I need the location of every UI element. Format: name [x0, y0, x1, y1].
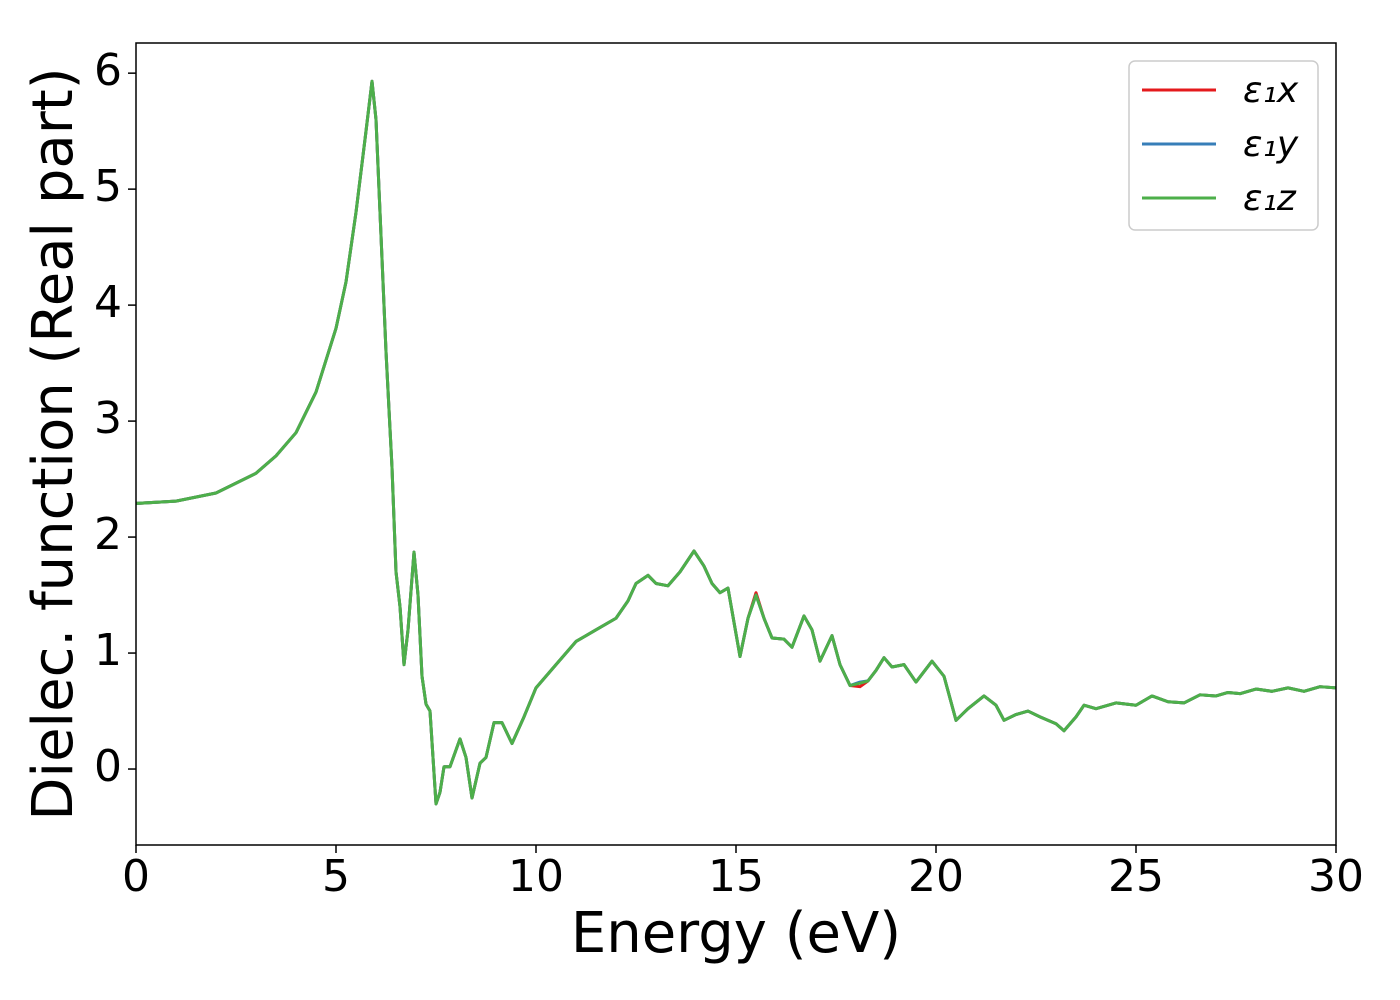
y-tick-label: 2 [94, 509, 122, 560]
plot-frame [135, 42, 1337, 846]
x-tick-label: 5 [322, 851, 350, 902]
series-line [136, 79, 1336, 806]
y-tick-label: 3 [94, 393, 122, 444]
legend-label: ε₁z [1243, 178, 1297, 219]
x-tick-label: 15 [708, 851, 764, 902]
legend-label: ε₁x [1243, 70, 1299, 111]
x-tick-label: 25 [1108, 851, 1164, 902]
y-tick-label: 6 [94, 45, 122, 96]
legend-label: ε₁y [1243, 124, 1299, 165]
y-tick-label: 4 [94, 277, 122, 328]
x-axis-label: Energy (eV) [571, 901, 901, 966]
x-tick-label: 0 [122, 851, 150, 902]
x-tick-label: 30 [1308, 851, 1364, 902]
y-tick-label: 1 [94, 625, 122, 676]
y-tick-label: 5 [94, 161, 122, 212]
y-tick-label: 0 [94, 741, 122, 792]
y-axis-label: Dielec. function (Real part) [21, 67, 86, 820]
x-tick-label: 10 [508, 851, 564, 902]
x-tick-label: 20 [908, 851, 964, 902]
plot-lines [136, 79, 1336, 806]
legend-box [1128, 60, 1319, 231]
